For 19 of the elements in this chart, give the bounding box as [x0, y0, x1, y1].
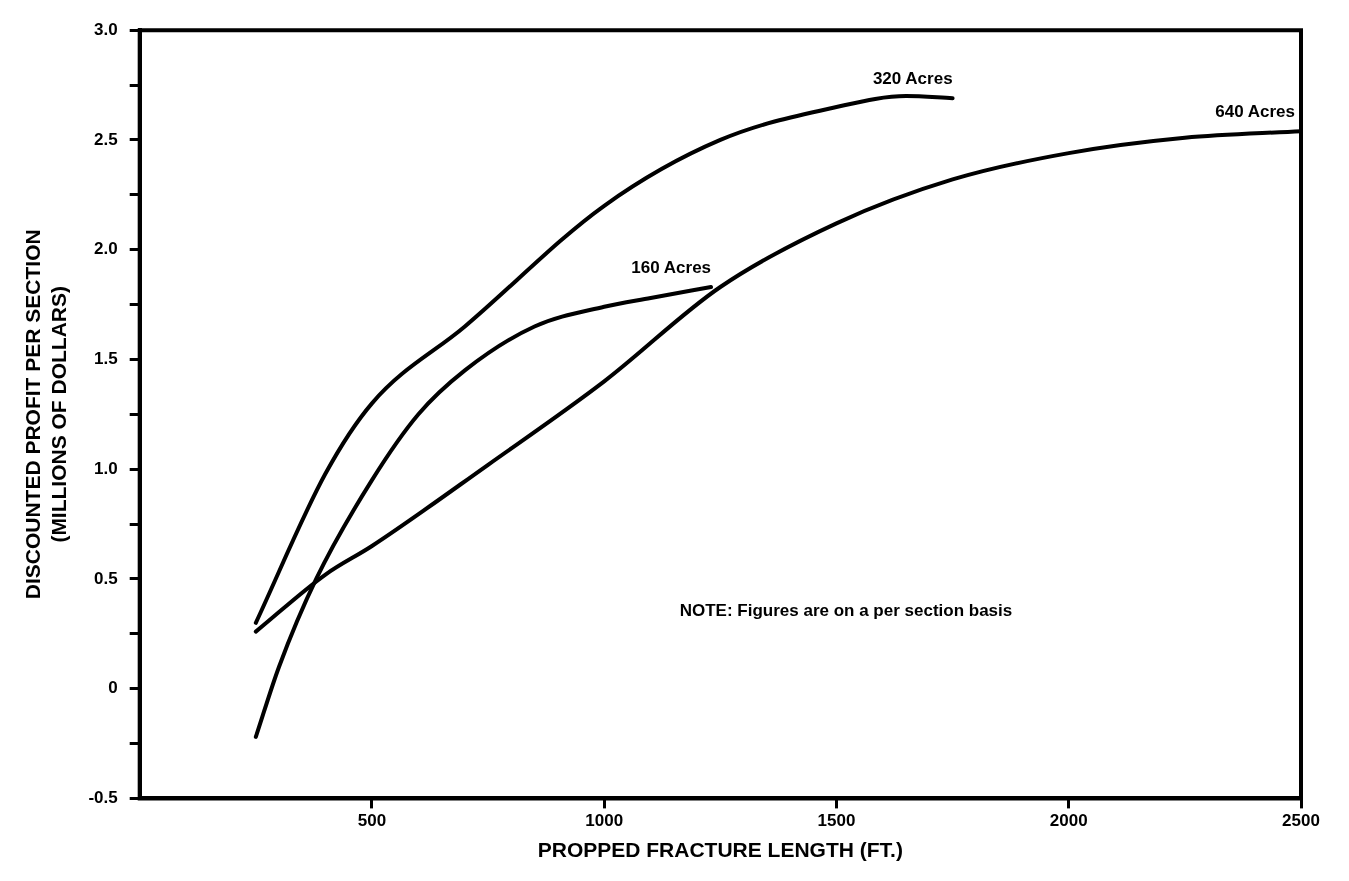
- y-tick-label: 2.0: [94, 239, 118, 259]
- series-label: 320 Acres: [872, 69, 953, 89]
- x-tick-label: 1500: [817, 811, 856, 831]
- x-axis-title: PROPPED FRACTURE LENGTH (FT.): [537, 838, 903, 862]
- x-tick-label: 2000: [1049, 811, 1088, 831]
- y-tick-label: -0.5: [88, 788, 118, 808]
- y-axis-title: DISCOUNTED PROFIT PER SECTION (MILLIONS OF DOLLARS): [21, 229, 70, 600]
- x-tick-label: 1000: [585, 811, 624, 831]
- series-label: 160 Acres: [631, 258, 712, 278]
- y-tick-label: 1.0: [94, 458, 118, 478]
- y-tick-label: 3.0: [94, 19, 118, 39]
- y-tick-label: 1.5: [94, 349, 118, 369]
- y-tick-label: 2.5: [94, 129, 118, 149]
- series-label: 640 Acres: [1215, 102, 1295, 122]
- y-tick-label: 0.5: [94, 568, 118, 588]
- x-tick-label: 500: [357, 811, 387, 831]
- y-tick-label: 0: [108, 678, 118, 698]
- annotation: NOTE: Figures are on a per section basis: [679, 600, 1013, 620]
- x-tick-label: 2500: [1282, 811, 1320, 831]
